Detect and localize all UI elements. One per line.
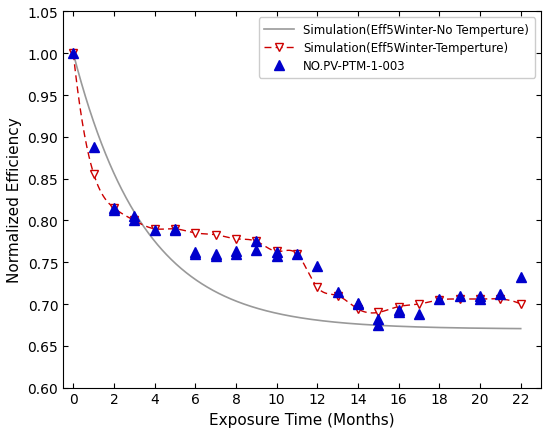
X-axis label: Exposure Time (Months): Exposure Time (Months) [209,412,395,427]
Legend: Simulation(Eff5Winter-No Temperture), Simulation(Eff5Winter-Temperture), NO.PV-P: Simulation(Eff5Winter-No Temperture), Si… [259,18,535,79]
Y-axis label: Normalized Efficiency: Normalized Efficiency [7,117,22,283]
